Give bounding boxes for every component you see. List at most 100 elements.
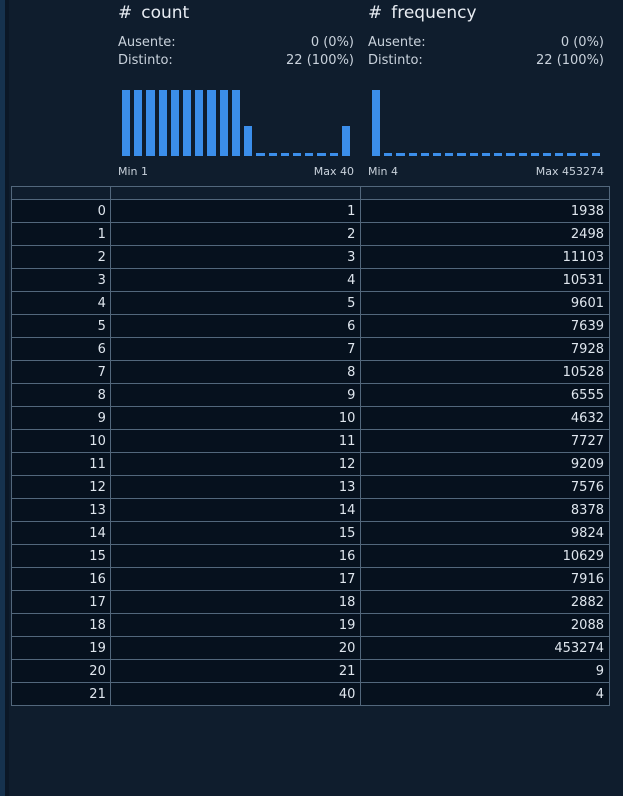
table-row[interactable]: 3 4 10531 xyxy=(11,268,610,292)
histogram-bar[interactable] xyxy=(433,153,442,156)
frequency-cell[interactable]: 7576 xyxy=(360,475,610,499)
row-index-cell[interactable]: 18 xyxy=(11,613,111,637)
count-cell[interactable]: 40 xyxy=(109,682,362,706)
row-index-cell[interactable]: 1 xyxy=(11,222,111,246)
frequency-cell[interactable]: 453274 xyxy=(360,636,610,660)
count-cell[interactable]: 21 xyxy=(109,659,362,683)
count-cell[interactable]: 5 xyxy=(109,291,362,315)
histogram-bar[interactable] xyxy=(457,153,466,156)
count-cell[interactable]: 2 xyxy=(109,222,362,246)
frequency-cell[interactable]: 9824 xyxy=(360,521,610,545)
row-index-cell[interactable]: 7 xyxy=(11,360,111,384)
histogram-bar[interactable] xyxy=(183,90,192,156)
histogram-bar[interactable] xyxy=(292,153,302,156)
count-cell[interactable]: 19 xyxy=(109,613,362,637)
frequency-cell[interactable]: 10629 xyxy=(360,544,610,568)
frequency-cell[interactable]: 4632 xyxy=(360,406,610,430)
count-cell[interactable]: 16 xyxy=(109,544,362,568)
table-row[interactable]: 5 6 7639 xyxy=(11,314,610,338)
histogram-bar[interactable] xyxy=(420,153,430,156)
histogram-bar[interactable] xyxy=(244,126,253,156)
frequency-cell[interactable]: 10528 xyxy=(360,360,610,384)
table-row[interactable]: 16 17 7916 xyxy=(11,567,610,591)
histogram-bar[interactable] xyxy=(341,126,350,156)
count-cell[interactable]: 3 xyxy=(109,245,362,269)
frequency-cell[interactable]: 10531 xyxy=(360,268,610,292)
frequency-cell[interactable]: 9 xyxy=(360,659,610,683)
count-cell[interactable]: 6 xyxy=(109,314,362,338)
table-row[interactable]: 20 21 9 xyxy=(11,659,610,683)
table-row[interactable]: 4 5 9601 xyxy=(11,291,610,315)
histogram-bar[interactable] xyxy=(445,153,454,156)
row-index-cell[interactable]: 17 xyxy=(11,590,111,614)
row-index-cell[interactable]: 19 xyxy=(11,636,111,660)
histogram-bar[interactable] xyxy=(579,153,588,156)
histogram-bar[interactable] xyxy=(219,90,228,156)
table-row[interactable]: 17 18 2882 xyxy=(11,590,610,614)
row-index-cell[interactable]: 12 xyxy=(11,475,111,499)
frequency-cell[interactable]: 7639 xyxy=(360,314,610,338)
histogram-bar[interactable] xyxy=(158,90,167,156)
frequency-cell[interactable]: 9209 xyxy=(360,452,610,476)
row-index-cell[interactable]: 16 xyxy=(11,567,111,591)
histogram-bar[interactable] xyxy=(567,153,576,156)
frequency-cell[interactable]: 7928 xyxy=(360,337,610,361)
frequency-cell[interactable]: 2882 xyxy=(360,590,610,614)
histogram-bar[interactable] xyxy=(231,90,241,156)
table-row[interactable]: 15 16 10629 xyxy=(11,544,610,568)
histogram-bar[interactable] xyxy=(268,153,277,156)
count-cell[interactable]: 15 xyxy=(109,521,362,545)
frequency-cell[interactable]: 9601 xyxy=(360,291,610,315)
histogram-bar[interactable] xyxy=(542,153,552,156)
histogram-bar[interactable] xyxy=(396,153,405,156)
histogram-bar[interactable] xyxy=(280,153,289,156)
row-index-cell[interactable]: 3 xyxy=(11,268,111,292)
histogram-bar[interactable] xyxy=(305,153,314,156)
table-row[interactable]: 11 12 9209 xyxy=(11,452,610,476)
count-cell[interactable]: 14 xyxy=(109,498,362,522)
count-cell[interactable]: 9 xyxy=(109,383,362,407)
row-index-cell[interactable]: 5 xyxy=(11,314,111,338)
count-cell[interactable]: 18 xyxy=(109,590,362,614)
histogram-bar[interactable] xyxy=(591,153,600,156)
table-row[interactable]: 2 3 11103 xyxy=(11,245,610,269)
table-row[interactable]: 8 9 6555 xyxy=(11,383,610,407)
table-row[interactable]: 1 2 2498 xyxy=(11,222,610,246)
histogram-bar[interactable] xyxy=(207,90,216,156)
frequency-cell[interactable]: 11103 xyxy=(360,245,610,269)
frequency-cell[interactable]: 2498 xyxy=(360,222,610,246)
row-index-cell[interactable]: 20 xyxy=(11,659,111,683)
row-index-cell[interactable]: 21 xyxy=(11,682,111,706)
count-cell[interactable]: 17 xyxy=(109,567,362,591)
frequency-cell[interactable]: 6555 xyxy=(360,383,610,407)
table-row[interactable]: 9 10 4632 xyxy=(11,406,610,430)
frequency-cell[interactable]: 1938 xyxy=(360,199,610,223)
count-cell[interactable]: 10 xyxy=(109,406,362,430)
count-cell[interactable]: 13 xyxy=(109,475,362,499)
histogram-bar[interactable] xyxy=(256,153,265,156)
histogram-bar[interactable] xyxy=(146,90,155,156)
count-cell[interactable]: 12 xyxy=(109,452,362,476)
table-row[interactable]: 0 1 1938 xyxy=(11,199,610,223)
histogram-bar[interactable] xyxy=(506,153,515,156)
table-row[interactable]: 7 8 10528 xyxy=(11,360,610,384)
table-row[interactable]: 13 14 8378 xyxy=(11,498,610,522)
row-index-cell[interactable]: 15 xyxy=(11,544,111,568)
frequency-cell[interactable]: 8378 xyxy=(360,498,610,522)
row-index-cell[interactable]: 0 xyxy=(11,199,111,223)
histogram-bar[interactable] xyxy=(195,90,204,156)
table-row[interactable]: 10 11 7727 xyxy=(11,429,610,453)
frequency-cell[interactable]: 2088 xyxy=(360,613,610,637)
row-index-cell[interactable]: 2 xyxy=(11,245,111,269)
table-row[interactable]: 6 7 7928 xyxy=(11,337,610,361)
histogram-bar[interactable] xyxy=(134,90,143,156)
histogram-bar[interactable] xyxy=(384,153,393,156)
histogram-bar[interactable] xyxy=(530,153,539,156)
row-index-cell[interactable]: 8 xyxy=(11,383,111,407)
histogram-bar[interactable] xyxy=(170,90,180,156)
table-row[interactable]: 14 15 9824 xyxy=(11,521,610,545)
histogram-bar[interactable] xyxy=(408,153,417,156)
row-index-cell[interactable]: 13 xyxy=(11,498,111,522)
row-index-cell[interactable]: 14 xyxy=(11,521,111,545)
row-index-cell[interactable]: 9 xyxy=(11,406,111,430)
